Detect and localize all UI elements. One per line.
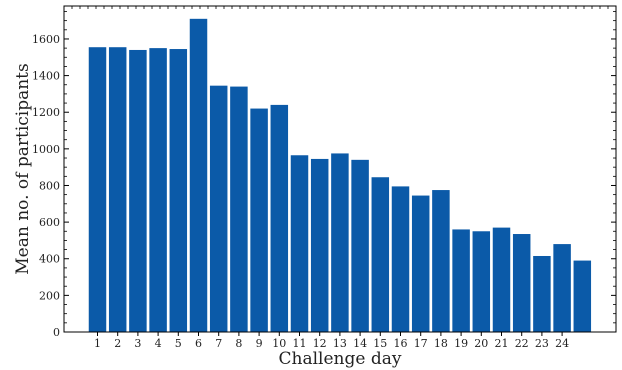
x-tick-label: 1 [94,337,101,350]
x-tick-label: 2 [114,337,121,350]
x-tick-label: 6 [195,337,202,350]
bar-day-13 [331,153,349,332]
bar-day-4 [149,48,167,333]
y-tick-label: 200 [39,289,60,302]
x-tick-label: 14 [353,337,367,350]
bar-day-9 [250,108,268,332]
bar-day-6 [189,18,208,332]
bar-day-12 [310,158,329,332]
y-axis: 0 200 400 600 800 1000 1200 1400 1600 [32,11,616,339]
x-tick-label: 16 [394,337,408,350]
y-tick-label: 1400 [32,70,60,83]
bar-day-17 [411,195,430,332]
x-tick-label: 13 [333,337,347,350]
y-axis-label: Mean no. of participants [13,63,33,274]
x-tick-label: 22 [515,337,529,350]
x-tick-label: 17 [414,337,428,350]
x-tick-label: 5 [175,337,182,350]
x-tick-label: 20 [474,337,488,350]
x-tick-label: 4 [155,337,162,350]
bar-day-1 [88,47,107,333]
bar-day-3 [129,49,147,333]
bar-day-7 [209,85,228,332]
x-tick-label: 12 [313,337,327,350]
bar-day-20 [472,231,491,332]
bar-day-19 [452,229,470,332]
bar-day-14 [351,159,369,332]
bar-day-25 [573,260,592,332]
x-tick-label: 15 [373,337,387,350]
x-axis: 1 2 3 4 5 6 7 8 9 10 11 12 13 14 15 16 17 18 19 20 21 22 23 24 [71,6,609,350]
y-tick-label: 800 [39,179,60,192]
bar-day-8 [230,86,248,332]
bar-day-11 [290,155,309,332]
y-tick-label: 1600 [32,33,60,46]
x-tick-label: 7 [215,337,222,350]
bars-layer [88,18,592,333]
bar-day-18 [432,190,450,332]
x-tick-label: 10 [272,337,286,350]
bar-day-5 [169,49,188,332]
bar-day-22 [512,234,531,332]
x-tick-label: 3 [134,337,141,350]
x-tick-label: 21 [495,337,509,350]
x-tick-label: 8 [235,337,242,350]
y-tick-label: 1000 [32,143,60,156]
y-tick-label: 0 [53,326,60,339]
x-tick-label: 24 [555,337,569,350]
y-tick-label: 1200 [32,106,60,119]
bar-day-15 [371,177,390,332]
x-axis-label: Challenge day [279,349,402,369]
bar-day-16 [391,186,410,332]
y-tick-label: 600 [39,216,60,229]
x-tick-label: 18 [434,337,448,350]
bar-day-23 [533,255,551,332]
bar-day-24 [553,244,571,332]
bar-day-21 [492,227,511,332]
y-tick-label: 400 [39,253,60,266]
bar-day-10 [270,104,289,333]
x-tick-label: 9 [256,337,263,350]
x-tick-label: 19 [454,337,468,350]
x-tick-label: 23 [535,337,549,350]
x-tick-label: 11 [293,337,307,350]
bar-day-2 [108,47,127,333]
